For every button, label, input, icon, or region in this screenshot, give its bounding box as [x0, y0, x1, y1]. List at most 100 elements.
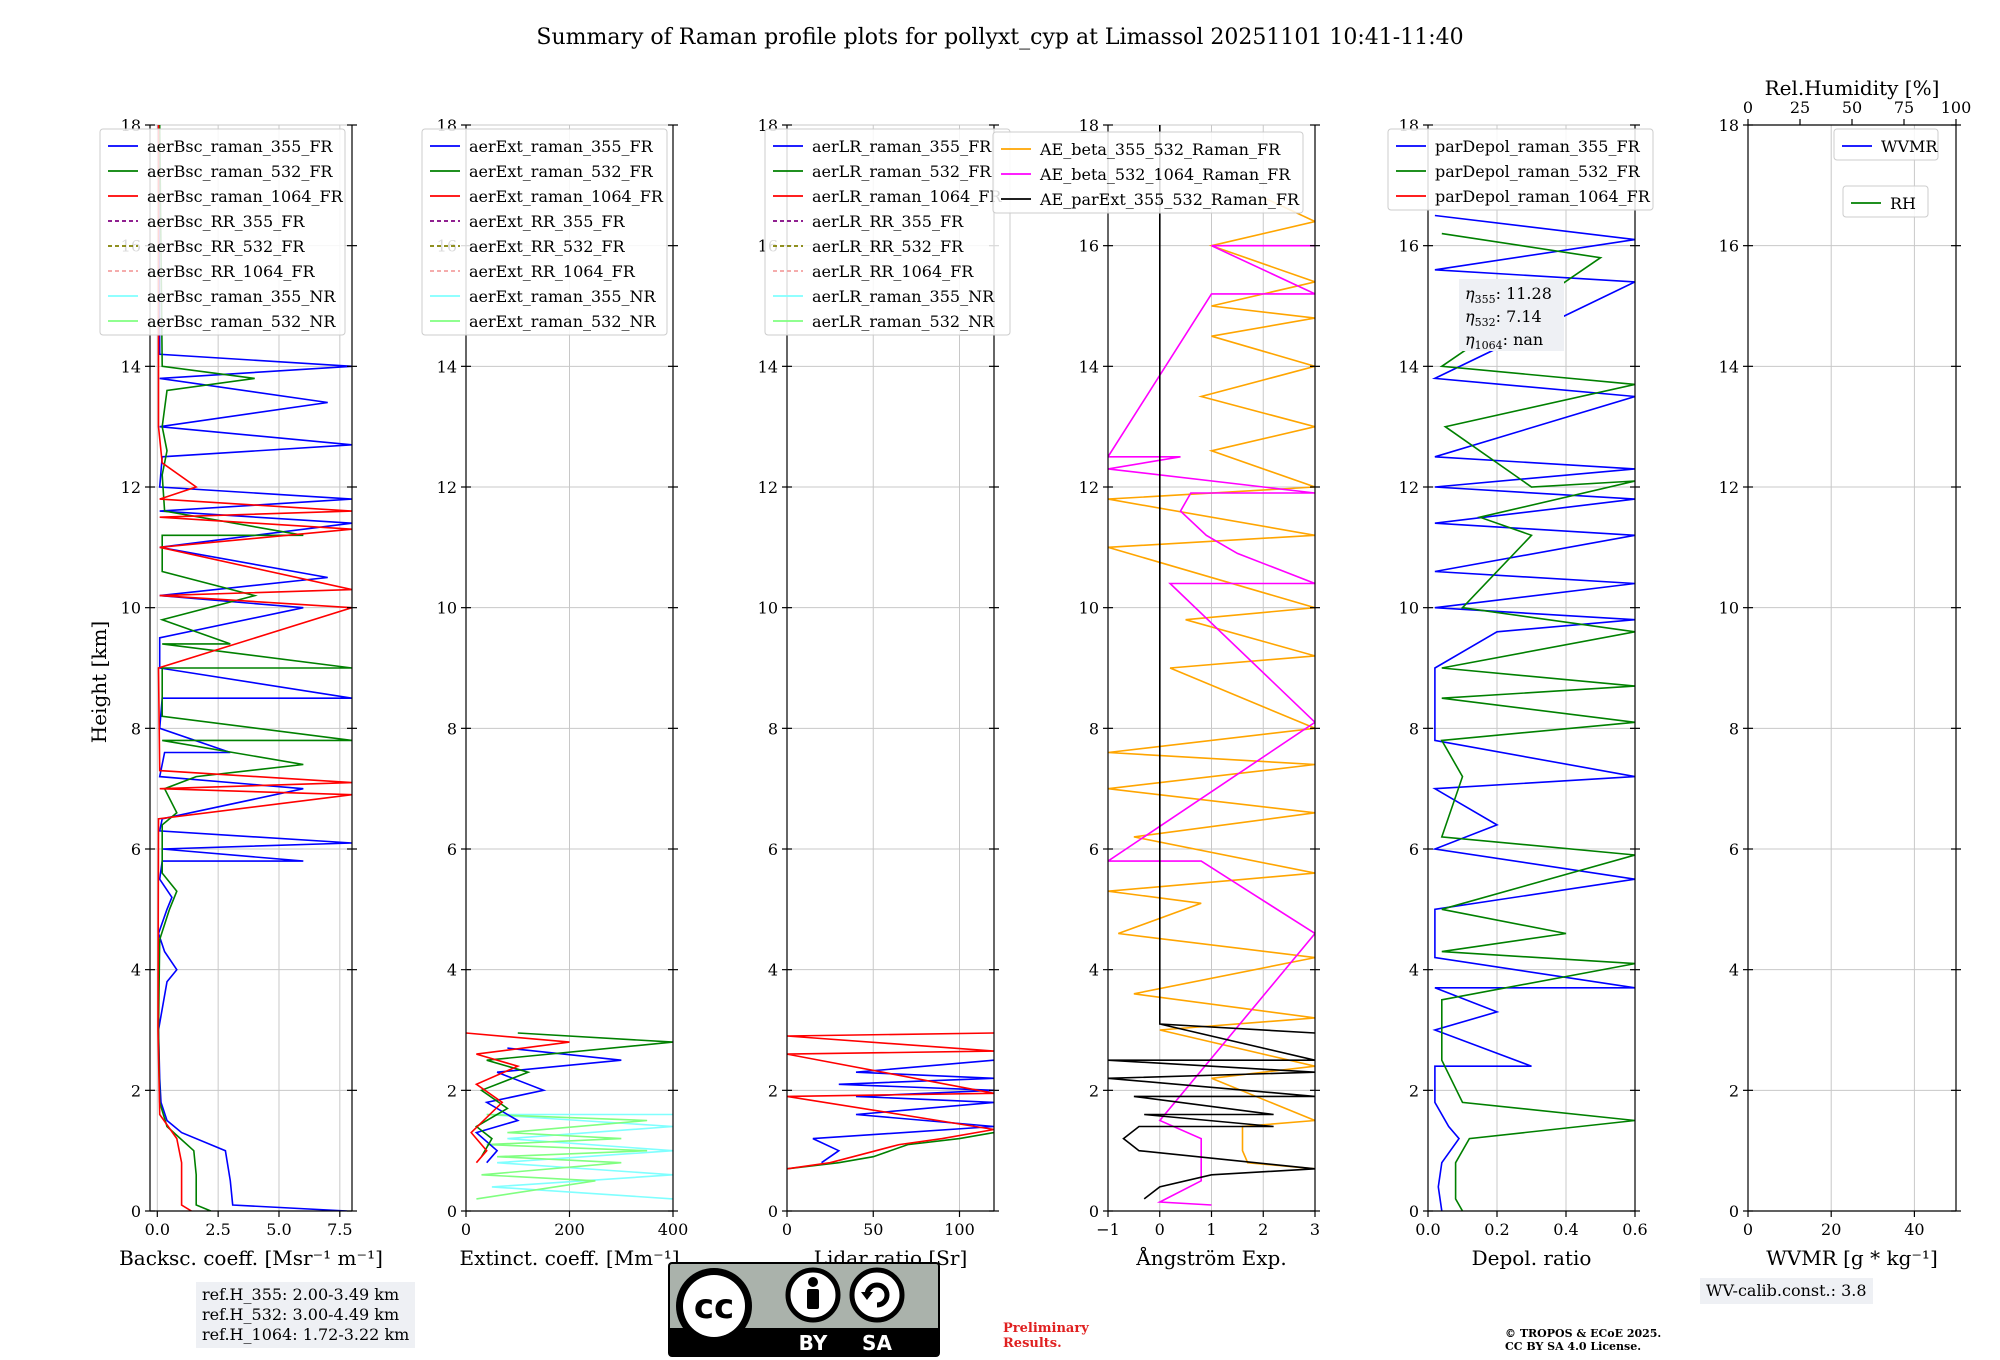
x-axis-label: Extinct. coeff. [Mm⁻¹] — [459, 1246, 679, 1270]
legend-label: aerBsc_raman_355_NR — [147, 287, 336, 306]
series-aerExt_raman_355_NR — [486, 1113, 673, 1200]
wv-calib-const: WV-calib.const.: 3.8 — [1706, 1281, 1867, 1300]
legend-label: aerBsc_RR_532_FR — [147, 237, 305, 256]
ref-h-532: ref.H_532: 3.00-4.49 km — [202, 1305, 400, 1324]
legend-box — [1387, 128, 1654, 211]
legend-label: aerExt_raman_1064_FR — [469, 187, 664, 206]
x-tick-label: 0.4 — [1553, 1220, 1578, 1239]
ref-h-355: ref.H_355: 2.00-3.49 km — [202, 1285, 400, 1304]
x-tick-label: 0 — [782, 1220, 792, 1239]
legend-label: aerBsc_raman_355_FR — [147, 137, 333, 156]
legend-label: aerExt_RR_1064_FR — [469, 262, 636, 281]
panel-3: 024681012141618050100Lidar ratio [Sr]aer… — [758, 116, 1011, 1270]
y-tick-label: 10 — [758, 599, 778, 618]
x-tick-label: 2 — [1258, 1220, 1268, 1239]
y-tick-label: 10 — [1719, 599, 1739, 618]
series-aerLR_raman_532_FR — [787, 1131, 994, 1170]
y-tick-label: 16 — [1079, 237, 1099, 256]
y-tick-label: 10 — [1079, 599, 1099, 618]
y-tick-label: 14 — [1079, 357, 1099, 376]
y-tick-label: 14 — [1399, 357, 1419, 376]
x-tick-label: 0 — [461, 1220, 471, 1239]
legend-label: aerExt_RR_355_FR — [469, 212, 626, 231]
x-tick-label: 3 — [1310, 1220, 1320, 1239]
y-tick-label: 0 — [447, 1202, 457, 1221]
y-tick-label: 0 — [131, 1202, 141, 1221]
x-tick-label: −1 — [1096, 1220, 1120, 1239]
copyright-note: © TROPOS & ECoE 2025. CC BY SA 4.0 Licen… — [1505, 1327, 1661, 1353]
x-tick-label: 200 — [554, 1220, 585, 1239]
legend-label: aerBsc_raman_532_NR — [147, 312, 336, 331]
y-tick-label: 6 — [1729, 840, 1739, 859]
y-tick-label: 12 — [121, 478, 141, 497]
y-tick-label: 18 — [1079, 116, 1099, 135]
x-tick-label: 1 — [1206, 1220, 1216, 1239]
legend-box — [421, 128, 668, 336]
x-tick-label: 100 — [944, 1220, 975, 1239]
y-tick-label: 12 — [437, 478, 457, 497]
y-tick-label: 4 — [447, 961, 457, 980]
legend-label: aerLR_raman_355_NR — [812, 287, 995, 306]
y-tick-label: 0 — [1729, 1202, 1739, 1221]
copyright-line-1: © TROPOS & ECoE 2025. — [1505, 1327, 1662, 1340]
top-tick-label: 25 — [1790, 98, 1810, 117]
legend-label: aerExt_raman_532_FR — [469, 162, 654, 181]
legend-label: AE_beta_532_1064_Raman_FR — [1039, 165, 1291, 184]
eta-line: η1064: nan — [1465, 330, 1543, 352]
series-parDepol_raman_532_FR — [1439, 232, 1635, 1211]
ref-height-box: ref.H_355: 2.00-3.49 km ref.H_532: 3.00-… — [196, 1282, 416, 1348]
x-tick-label: 20 — [1821, 1220, 1841, 1239]
preliminary-note: Preliminary Results. — [1003, 1321, 1089, 1351]
legend-label: aerLR_raman_532_FR — [812, 162, 992, 181]
height-axis-label: Height [km] — [87, 621, 111, 743]
legend-box — [1833, 128, 1939, 161]
series-AE_beta_355_532_Raman_FR — [1108, 196, 1315, 1170]
series-aerExt_raman_355_FR — [474, 1047, 622, 1164]
y-tick-label: 10 — [121, 599, 141, 618]
series-parDepol_raman_355_FR — [1431, 214, 1635, 1211]
x-tick-label: 0 — [1155, 1220, 1165, 1239]
series-AE_parExt_355_532_Raman_FR — [1108, 125, 1315, 1200]
y-tick-label: 2 — [1089, 1081, 1099, 1100]
y-tick-label: 12 — [758, 478, 778, 497]
legend-label: AE_beta_355_532_Raman_FR — [1039, 140, 1281, 159]
legend-label: aerBsc_raman_1064_FR — [147, 187, 344, 206]
series-aerExt_raman_532_FR — [474, 1032, 673, 1158]
x-axis-label: WVMR [g * kg⁻¹] — [1766, 1246, 1938, 1270]
figure-title: Summary of Raman profile plots for polly… — [536, 25, 1463, 50]
top-tick-label: 75 — [1894, 98, 1914, 117]
series-aerLR_raman_1064_FR — [787, 1032, 994, 1170]
legend-box — [99, 128, 346, 336]
legend-label: aerLR_RR_1064_FR — [812, 262, 974, 281]
legend-label: parDepol_raman_1064_FR — [1435, 187, 1651, 206]
y-tick-label: 2 — [768, 1081, 778, 1100]
legend-label: WVMR — [1881, 137, 1938, 156]
y-tick-label: 2 — [1409, 1081, 1419, 1100]
y-tick-label: 14 — [758, 357, 778, 376]
legend-box — [1842, 185, 1929, 218]
y-tick-label: 0 — [1409, 1202, 1419, 1221]
y-tick-label: 6 — [447, 840, 457, 859]
y-tick-label: 4 — [1089, 961, 1099, 980]
y-tick-label: 18 — [1719, 116, 1739, 135]
eta-box — [1459, 279, 1564, 351]
y-tick-label: 8 — [131, 719, 141, 738]
wv-calib-box: WV-calib.const.: 3.8 — [1700, 1278, 1873, 1304]
y-tick-label: 4 — [1409, 961, 1419, 980]
ref-h-1064: ref.H_1064: 1.72-3.22 km — [202, 1325, 410, 1344]
y-tick-label: 14 — [437, 357, 457, 376]
x-tick-label: 400 — [658, 1220, 689, 1239]
series-aerBsc_raman_1064_FR — [157, 125, 352, 1211]
legend-label: aerLR_raman_1064_FR — [812, 187, 1002, 206]
y-tick-label: 6 — [131, 840, 141, 859]
y-tick-label: 8 — [768, 719, 778, 738]
legend-label: aerExt_raman_355_FR — [469, 137, 654, 156]
y-tick-label: 16 — [1719, 237, 1739, 256]
series-aerExt_raman_1064_FR — [466, 1032, 570, 1164]
cc-license-badge: cc BY SA — [668, 1262, 940, 1357]
copyright-line-2: CC BY SA 4.0 License. — [1505, 1340, 1642, 1353]
legend-label: aerBsc_RR_1064_FR — [147, 262, 316, 281]
